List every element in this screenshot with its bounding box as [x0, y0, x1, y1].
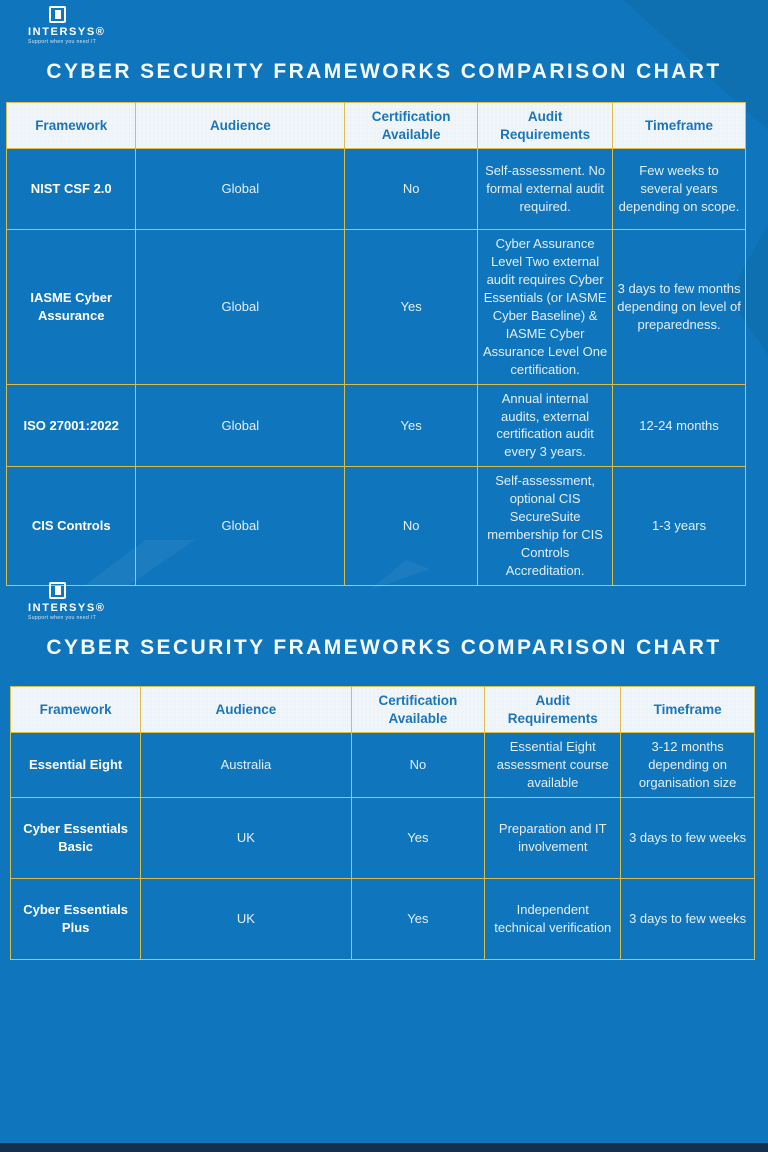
cell-framework: Cyber Essentials Basic: [23, 820, 129, 854]
cell-audit-requirements: Independent technical verification: [484, 878, 620, 959]
intersys-door-icon-inner: [54, 10, 61, 19]
footer-bar: [0, 1143, 768, 1152]
table-header-row: Framework Audience Certification Availab…: [11, 687, 754, 733]
cell-framework: Essential Eight: [29, 757, 123, 773]
cell-timeframe: 3 days to few months depending on level …: [612, 230, 745, 384]
cell-framework: NIST CSF 2.0: [30, 181, 112, 197]
cell-audience: UK: [140, 878, 350, 959]
cell-timeframe: 3 days to few weeks: [620, 797, 754, 878]
intersys-tagline: Support when you need IT: [28, 615, 97, 621]
cell-audience: UK: [140, 797, 350, 878]
header-audience: Audience: [140, 687, 351, 733]
header-certification-available: Certification Available: [350, 687, 485, 733]
header-audit-requirements: Audit Requirements: [477, 103, 613, 149]
cell-certification: Yes: [350, 797, 485, 878]
cell-audience: Global: [135, 149, 344, 230]
cell-timeframe: 3-12 months depending on organisation si…: [620, 733, 754, 797]
cell-certification: Yes: [344, 384, 477, 467]
cell-framework: Cyber Essentials Plus: [23, 901, 129, 935]
cell-audience: Global: [135, 467, 344, 585]
header-framework: Framework: [11, 687, 141, 733]
table-row-iso-27001: ISO 27001:2022 Global Yes Annual interna…: [7, 383, 745, 467]
page-title-1: CYBER SECURITY FRAMEWORKS COMPARISON CHA…: [46, 60, 722, 83]
page-title-2: CYBER SECURITY FRAMEWORKS COMPARISON CHA…: [46, 636, 722, 659]
cell-certification: No: [350, 733, 485, 797]
cell-certification: Yes: [350, 878, 485, 959]
cell-framework: ISO 27001:2022: [23, 417, 119, 433]
table-row-nist-csf: NIST CSF 2.0 Global No Self-assessment. …: [7, 148, 745, 230]
cell-timeframe: Few weeks to several years depending on …: [612, 149, 745, 230]
cell-audit-requirements: Self-assessment. No formal external audi…: [477, 149, 612, 230]
comparison-table-regional: Framework Audience Certification Availab…: [10, 686, 755, 960]
cell-audit-requirements: Cyber Assurance Level Two external audit…: [477, 230, 612, 384]
header-framework: Framework: [7, 103, 136, 149]
header-certification-available: Certification Available: [344, 103, 478, 149]
intersys-logo-2: INTERSYS® Support when you need IT: [28, 582, 158, 621]
cell-timeframe: 12-24 months: [612, 384, 745, 467]
cell-audience: Global: [135, 384, 344, 467]
cell-framework: IASME Cyber Assurance: [30, 289, 113, 323]
header-timeframe: Timeframe: [620, 687, 754, 733]
table-row-iasme: IASME Cyber Assurance Global Yes Cyber A…: [7, 229, 745, 384]
header-timeframe: Timeframe: [612, 103, 745, 149]
cell-timeframe: 3 days to few weeks: [620, 878, 754, 959]
table-row-essential-eight: Essential Eight Australia No Essential E…: [11, 732, 754, 797]
table-header-row: Framework Audience Certification Availab…: [7, 103, 745, 149]
header-audience: Audience: [135, 103, 345, 149]
cell-audit-requirements: Essential Eight assessment course availa…: [484, 733, 620, 797]
intersys-door-icon: [49, 582, 66, 599]
intersys-brand-name: INTERSYS®: [28, 602, 106, 614]
table-row-cyber-essentials-basic: Cyber Essentials Basic UK Yes Preparatio…: [11, 796, 754, 878]
header-audit-requirements: Audit Requirements: [484, 687, 621, 733]
intersys-logo: INTERSYS® Support when you need IT: [28, 6, 158, 45]
table-row-cis-controls: CIS Controls Global No Self-assessment, …: [7, 466, 745, 585]
cell-audience: Australia: [140, 733, 350, 797]
cell-certification: Yes: [344, 230, 477, 384]
cell-audit-requirements: Self-assessment, optional CIS SecureSuit…: [477, 467, 612, 585]
cell-certification: No: [344, 149, 477, 230]
cell-audit-requirements: Annual internal audits, external certifi…: [477, 384, 612, 467]
cell-certification: No: [344, 467, 477, 585]
intersys-tagline: Support when you need IT: [28, 39, 97, 45]
table-row-cyber-essentials-plus: Cyber Essentials Plus UK Yes Independent…: [11, 877, 754, 959]
cell-timeframe: 1-3 years: [612, 467, 745, 585]
intersys-door-icon: [49, 6, 66, 23]
intersys-door-icon-inner: [54, 586, 61, 595]
cell-audience: Global: [135, 230, 344, 384]
cell-audit-requirements: Preparation and IT involvement: [484, 797, 620, 878]
cell-framework: CIS Controls: [31, 518, 111, 534]
intersys-brand-name: INTERSYS®: [28, 26, 106, 38]
comparison-table-global: Framework Audience Certification Availab…: [6, 102, 746, 586]
